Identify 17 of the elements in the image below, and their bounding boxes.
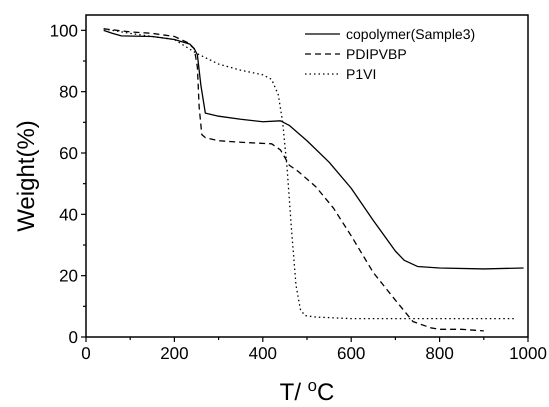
legend-label: PDIPVBP xyxy=(346,46,407,62)
y-axis-title: Weight(%) xyxy=(13,120,40,232)
x-tick-label: 0 xyxy=(81,344,91,363)
y-tick-label: 0 xyxy=(68,328,78,347)
y-tick-label: 40 xyxy=(59,205,78,224)
x-tick-label: 800 xyxy=(425,344,454,363)
y-tick-label: 60 xyxy=(59,144,78,163)
y-tick-label: 80 xyxy=(59,82,78,102)
x-tick-label: 600 xyxy=(337,344,366,363)
legend-label: P1VI xyxy=(346,66,376,82)
x-tick-label: 1000 xyxy=(509,344,547,363)
y-tick-label: 20 xyxy=(59,266,78,286)
legend-label: copolymer(Sample3) xyxy=(346,26,476,42)
y-tick-label: 100 xyxy=(50,21,78,40)
x-axis-title: T/ $^{o}$C xyxy=(280,376,334,406)
x-tick-label: 400 xyxy=(248,344,277,363)
x-tick-label: 200 xyxy=(160,344,189,363)
